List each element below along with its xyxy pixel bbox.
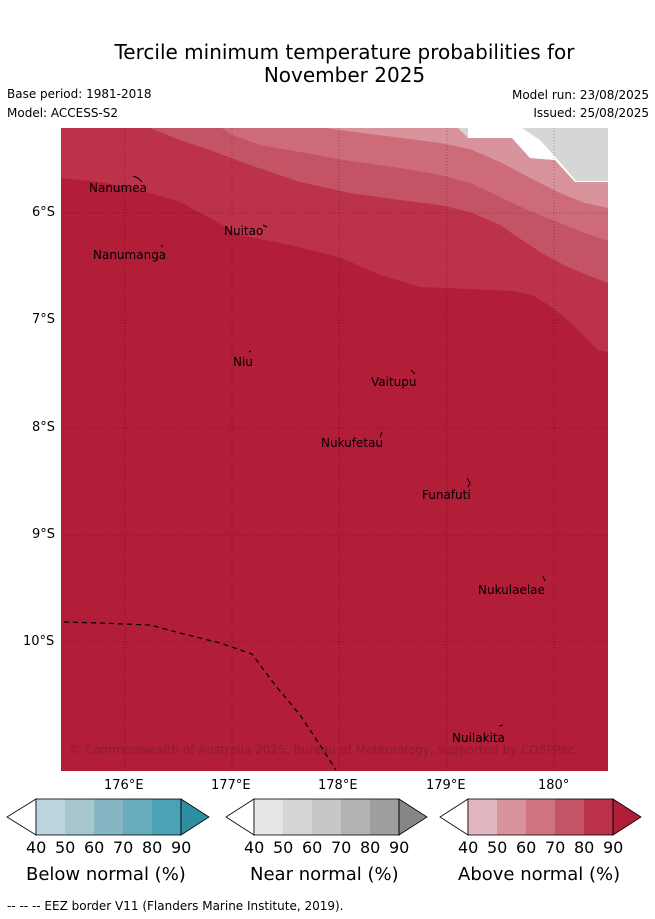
colorbar-above-bin-5 [584,799,613,835]
colorbar-near-high-arrow [398,798,428,836]
colorbar-below-low-arrow [6,798,37,836]
colorbar-below-tick-90: 90 [171,838,192,857]
colorbar-above-bin-2 [497,799,526,835]
island-nanumea [132,175,143,183]
colorbar-above-title: Above normal (%) [458,864,621,885]
island-nukufetau [379,431,383,438]
colorbar-near-tick-60: 60 [302,838,323,857]
lat-label-7s: 7°S [32,312,56,327]
lat-label-9s: 9°S [32,527,56,542]
place-label-funafuti: Funafuti [422,488,471,502]
island-nuilakita [498,724,504,727]
colorbar-near-tick-70: 70 [331,838,352,857]
colorbar-below-high-arrow [180,798,210,836]
colorbar-below-bin-2 [65,799,94,835]
colorbar-near-tick-90: 90 [389,838,410,857]
eez-border-footnote: -- -- -- EEZ border V11 (Flanders Marine… [7,899,344,913]
colorbar-above-bin-3 [526,799,555,835]
place-label-nuitao: Nuitao [224,224,264,238]
colorbar-near-title: Near normal (%) [250,864,399,885]
colorbar-below [6,798,210,836]
colorbar-below-tick-70: 70 [113,838,134,857]
colorbar-above-tick-70: 70 [545,838,566,857]
lat-label-6s: 6°S [32,205,56,220]
place-label-nukufetau: Nukufetau [321,436,384,450]
place-label-nuilakita: Nuilakita [452,731,505,745]
colorbar-near-bin-1 [254,799,283,835]
colorbar-above-high-arrow [612,798,642,836]
eez-border [63,621,337,771]
colorbar-near-bin-3 [312,799,341,835]
colorbar-below-tick-40: 40 [26,838,47,857]
colorbar-near-tick-80: 80 [360,838,381,857]
colorbar-above-tick-80: 80 [574,838,595,857]
lon-label-179e: 179°E [426,778,466,793]
colorbar-below-title: Below normal (%) [26,864,186,885]
island-outlines [132,175,546,727]
probability-contours [61,128,608,771]
island-nuitao [262,224,268,228]
title-line-1: Tercile minimum temperature probabilitie… [114,40,575,64]
colorbar-below-bin-3 [94,799,123,835]
base-period-label: Base period: 1981-2018 [7,87,152,101]
colorbar-near-bin-4 [341,799,370,835]
colorbar-above-tick-90: 90 [603,838,624,857]
colorbar-above-tick-40: 40 [458,838,479,857]
colorbar-above-tick-60: 60 [516,838,537,857]
model-label: Model: ACCESS-S2 [7,106,119,120]
island-nanumanga [160,244,164,248]
region-white-gap [468,128,608,182]
place-label-niu: Niu [233,355,253,369]
lat-label-8s: 8°S [32,420,56,435]
colorbar-near-tick-40: 40 [244,838,265,857]
colorbar-above-low-arrow [439,798,469,836]
colorbar-above-tick-50: 50 [487,838,508,857]
colorbar-below-bin-5 [152,799,181,835]
graticule [61,128,608,771]
island-vaitupu [410,369,416,375]
island-nukulaelae [542,575,546,582]
place-label-vaitupu: Vaitupu [371,375,417,389]
colorbar-above-bin-1 [468,799,497,835]
model-run-label: Model run: 23/08/2025 [511,88,649,102]
lon-label-180: 180° [538,778,570,793]
colorbar-near-bin-2 [283,799,312,835]
colorbar-below-bin-4 [123,799,152,835]
island-niu [248,350,252,353]
title-line-2: November 2025 [263,63,426,87]
copyright-credit: © Commonwealth of Australia 2025, Bureau… [69,743,575,757]
colorbar-below-tick-50: 50 [55,838,76,857]
issued-label: Issued: 25/08/2025 [533,106,649,120]
lon-label-178e: 178°E [318,778,358,793]
colorbar-above-bin-4 [555,799,584,835]
lon-label-177e: 177°E [211,778,251,793]
colorbar-below-tick-60: 60 [84,838,105,857]
colorbar-above [439,798,642,836]
place-label-nanumea: Nanumea [89,181,147,195]
place-label-nukulaelae: Nukulaelae [478,583,545,597]
lon-label-176e: 176°E [104,778,144,793]
island-funafuti [466,477,471,488]
colorbar-near-low-arrow [225,798,255,836]
colorbar-below-tick-80: 80 [142,838,163,857]
colorbar-near-tick-50: 50 [273,838,294,857]
place-label-nanumanga: Nanumanga [93,248,167,262]
colorbar-below-bin-1 [36,799,65,835]
lat-label-10s: 10°S [23,634,55,649]
colorbar-near [225,798,428,836]
chart-title: Tercile minimum temperature probabilitie… [0,41,655,87]
colorbar-near-bin-5 [370,799,399,835]
